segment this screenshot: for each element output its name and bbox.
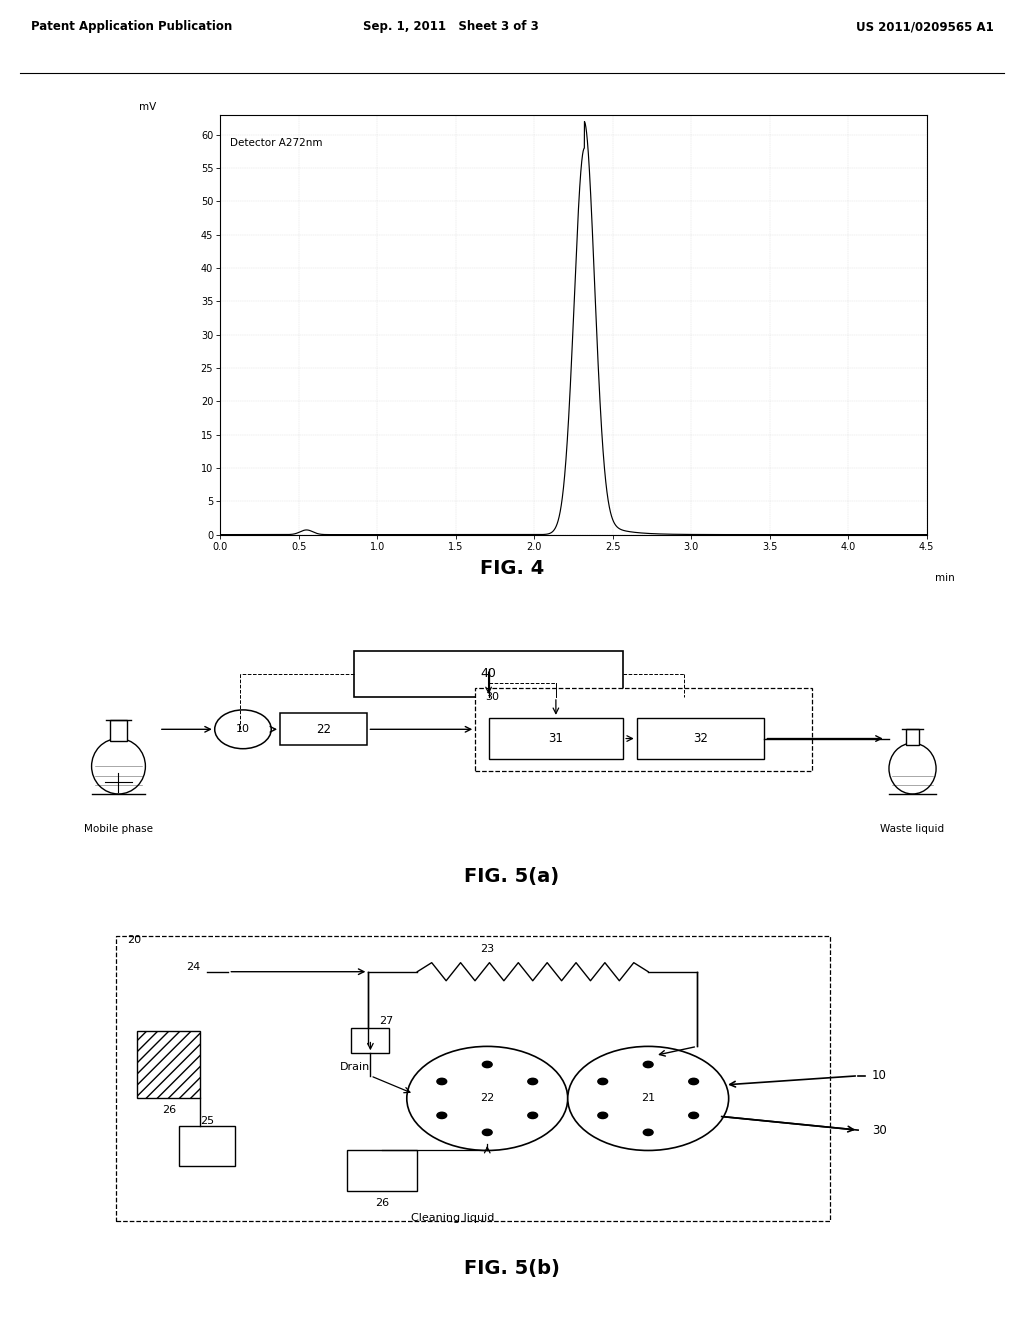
Bar [280,713,368,746]
Bar [117,936,830,1221]
Text: Cleaning liquid: Cleaning liquid [411,1213,494,1224]
Ellipse shape [889,743,936,795]
Circle shape [437,1113,446,1118]
Circle shape [567,1047,729,1151]
Text: Waste liquid: Waste liquid [881,824,944,834]
Text: 40: 40 [480,668,497,680]
Bar [137,1031,201,1098]
Text: Sep. 1, 2011   Sheet 3 of 3: Sep. 1, 2011 Sheet 3 of 3 [362,20,539,33]
Text: min: min [935,573,954,583]
Circle shape [527,1113,538,1118]
Circle shape [689,1078,698,1085]
Text: 27: 27 [379,1016,393,1027]
Text: 20: 20 [127,935,141,945]
Text: 22: 22 [316,723,331,735]
Text: Drain: Drain [340,1061,371,1072]
Text: 31: 31 [549,733,563,744]
Text: 30: 30 [485,692,500,702]
Text: Mobile phase: Mobile phase [84,824,153,834]
Circle shape [482,1061,493,1068]
Bar [354,651,624,697]
Text: Patent Application Publication: Patent Application Publication [31,20,232,33]
Bar [111,721,127,741]
Text: 32: 32 [693,733,708,744]
Bar [637,718,765,759]
Text: Detector A272nm: Detector A272nm [229,139,323,148]
Text: mV: mV [138,102,156,111]
Bar [347,1151,418,1191]
Bar [906,729,920,746]
Circle shape [643,1061,653,1068]
Circle shape [482,1129,493,1135]
Text: 10: 10 [236,725,250,734]
Ellipse shape [91,739,145,795]
Bar [351,1028,389,1053]
Text: FIG. 5(b): FIG. 5(b) [464,1259,560,1278]
Text: 30: 30 [872,1123,887,1137]
Text: FIG. 4: FIG. 4 [480,560,544,578]
Text: US 2011/0209565 A1: US 2011/0209565 A1 [855,20,993,33]
Text: 10: 10 [872,1069,887,1082]
Circle shape [598,1113,607,1118]
Text: FIG. 5(a): FIG. 5(a) [465,867,559,886]
Circle shape [437,1078,446,1085]
Bar [475,688,812,771]
Text: 26: 26 [375,1197,389,1208]
Bar [179,1126,236,1167]
Circle shape [598,1078,607,1085]
Bar [488,718,624,759]
Text: 25: 25 [201,1115,214,1126]
Circle shape [215,710,271,748]
Text: 22: 22 [480,1093,495,1104]
Circle shape [689,1113,698,1118]
Text: 24: 24 [186,962,201,973]
Text: 21: 21 [641,1093,655,1104]
Text: 23: 23 [480,944,495,954]
Circle shape [407,1047,567,1151]
Circle shape [643,1129,653,1135]
Circle shape [527,1078,538,1085]
Text: 26: 26 [162,1105,176,1115]
